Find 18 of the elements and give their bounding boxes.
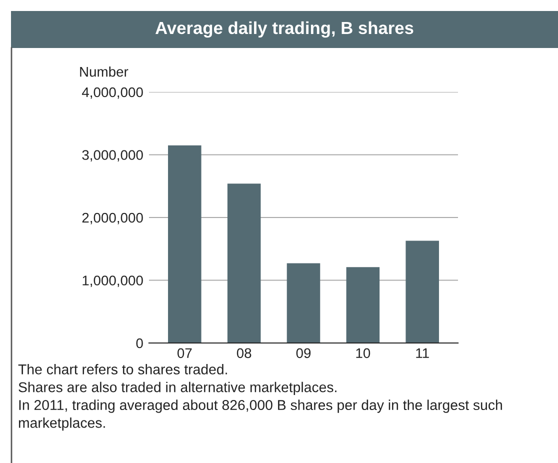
bar [406,240,439,343]
bar [346,267,380,343]
y-tick-label: 1,000,000 [82,276,143,288]
chart-title: Average daily trading, B shares [155,21,414,38]
y-axis-title: Number [80,66,128,77]
bar [227,184,261,343]
bar [286,263,320,343]
x-tick-label: 08 [236,348,252,358]
x-tick-label: 11 [416,348,429,358]
x-tick-label: 10 [356,348,370,358]
y-tick-label: 2,000,000 [82,212,143,224]
x-tick-label: 09 [296,348,311,358]
x-tick-label: 07 [177,348,192,358]
bar [168,145,202,343]
y-tick-label: 4,000,000 [82,87,143,99]
text: The chart refers to shares traded. Shares are also traded in alternative marketplaces. In 2011, trading averaged about 826,000 B shares per day in the largest such marketplaces. [18,364,502,431]
y-tick-label: 3,000,000 [82,150,143,162]
y-tick-label: 0 [136,338,143,348]
